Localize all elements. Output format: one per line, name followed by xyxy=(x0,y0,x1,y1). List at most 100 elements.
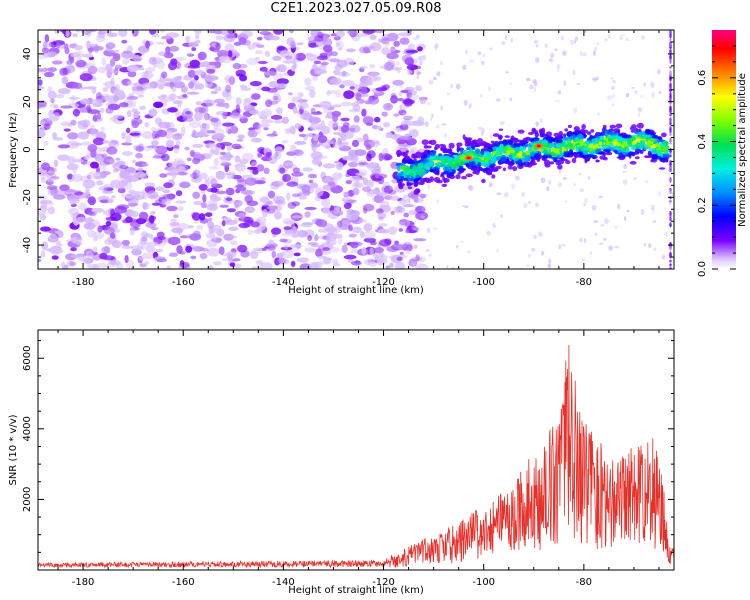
heatmap-cell xyxy=(85,185,90,195)
heatmap-cell xyxy=(516,157,524,161)
heatmap-cell xyxy=(284,162,293,166)
heatmap-cell xyxy=(272,95,279,101)
heatmap-cell xyxy=(165,46,171,55)
heatmap-cell xyxy=(166,162,173,167)
heatmap-cell xyxy=(96,157,108,163)
heatmap-cell xyxy=(355,172,366,176)
heatmap-cell xyxy=(669,211,672,218)
top-y-axis-label: Frequency (Hz) xyxy=(8,112,19,188)
heatmap-cell xyxy=(574,154,578,159)
heatmap-cell xyxy=(393,245,402,249)
heatmap-cell xyxy=(250,221,260,228)
heatmap-cell xyxy=(669,141,672,145)
heatmap-cell xyxy=(110,49,120,53)
heatmap-cell xyxy=(266,242,278,248)
heatmap-cell xyxy=(460,148,464,154)
heatmap-cell xyxy=(553,149,560,154)
heatmap-cell xyxy=(593,220,599,223)
heatmap-cell xyxy=(288,92,293,96)
heatmap-cell xyxy=(253,229,263,234)
heatmap-cell xyxy=(381,111,389,117)
heatmap-cell xyxy=(520,146,527,151)
heatmap-cell xyxy=(669,121,672,126)
heatmap-cell xyxy=(238,212,246,218)
heatmap-cell xyxy=(490,134,493,139)
colorbar-label: Normalized spectral amplitude xyxy=(737,73,748,227)
heatmap-cell xyxy=(379,200,390,210)
heatmap-cell xyxy=(392,79,405,86)
heatmap-cell xyxy=(597,151,605,155)
heatmap-cell xyxy=(202,194,207,203)
heatmap-cell xyxy=(621,170,627,173)
heatmap-cell xyxy=(146,241,159,247)
heatmap-cell xyxy=(256,164,265,172)
y-tick-label: -40 xyxy=(22,237,33,253)
heatmap-cell xyxy=(541,127,546,134)
heatmap-cell xyxy=(324,115,330,119)
heatmap-cell xyxy=(591,138,597,143)
heatmap-cell xyxy=(237,134,245,140)
heatmap-cell xyxy=(101,246,110,254)
heatmap-cell xyxy=(141,252,154,260)
heatmap-cell xyxy=(540,118,543,123)
heatmap-cell xyxy=(615,123,623,129)
heatmap-cell xyxy=(308,39,317,48)
heatmap-cell xyxy=(87,47,95,52)
heatmap-cell xyxy=(556,63,561,69)
heatmap-cell xyxy=(421,139,429,145)
heatmap-cell xyxy=(175,140,181,146)
heatmap-cell xyxy=(121,142,133,146)
heatmap-cell xyxy=(559,147,563,154)
heatmap-cell xyxy=(291,171,304,177)
heatmap-cell xyxy=(271,180,284,187)
heatmap-cell xyxy=(405,150,409,153)
heatmap-cell xyxy=(50,98,55,104)
heatmap-cell xyxy=(397,69,401,73)
heatmap-cell xyxy=(398,228,404,232)
heatmap-cell xyxy=(440,173,445,178)
heatmap-cell xyxy=(406,244,413,252)
heatmap-cell xyxy=(371,94,379,100)
heatmap-cell xyxy=(411,262,416,266)
heatmap-cell xyxy=(422,54,426,58)
heatmap-cell xyxy=(496,248,499,254)
heatmap-cell xyxy=(512,166,518,172)
heatmap-cell xyxy=(273,30,284,35)
heatmap-cell xyxy=(402,243,408,248)
heatmap-cell xyxy=(194,106,207,114)
heatmap-cell xyxy=(233,199,243,207)
heatmap-cell xyxy=(448,152,455,155)
heatmap-cell xyxy=(40,226,51,232)
heatmap-cell xyxy=(141,145,153,152)
heatmap-cell xyxy=(346,199,357,203)
heatmap-cell xyxy=(511,183,515,190)
heatmap-cell xyxy=(420,215,425,219)
heatmap-cell xyxy=(647,141,652,147)
heatmap-cell xyxy=(130,54,141,59)
heatmap-cell xyxy=(215,237,222,244)
heatmap-cell xyxy=(238,222,250,229)
heatmap-cell xyxy=(485,151,491,156)
heatmap-cell xyxy=(286,181,299,187)
heatmap-cell xyxy=(121,132,126,140)
heatmap-cell xyxy=(594,232,598,236)
heatmap-cell xyxy=(44,140,49,146)
heatmap-cell xyxy=(310,151,323,160)
heatmap-cell xyxy=(76,50,83,58)
heatmap-cell xyxy=(99,199,110,204)
heatmap-cell xyxy=(75,30,81,33)
heatmap-cell xyxy=(187,52,193,58)
heatmap-cell xyxy=(646,133,651,138)
heatmap-cell xyxy=(231,143,242,150)
heatmap-cell xyxy=(462,64,467,71)
heatmap-cell xyxy=(498,135,503,140)
heatmap-cell xyxy=(260,109,273,117)
heatmap-cell xyxy=(589,251,593,256)
heatmap-cell xyxy=(582,154,590,158)
heatmap-cell xyxy=(433,76,437,81)
heatmap-cell xyxy=(171,171,177,180)
heatmap-cell xyxy=(419,96,427,105)
heatmap-cell xyxy=(154,133,160,139)
heatmap-cell xyxy=(137,94,145,98)
heatmap-cell xyxy=(257,60,268,65)
